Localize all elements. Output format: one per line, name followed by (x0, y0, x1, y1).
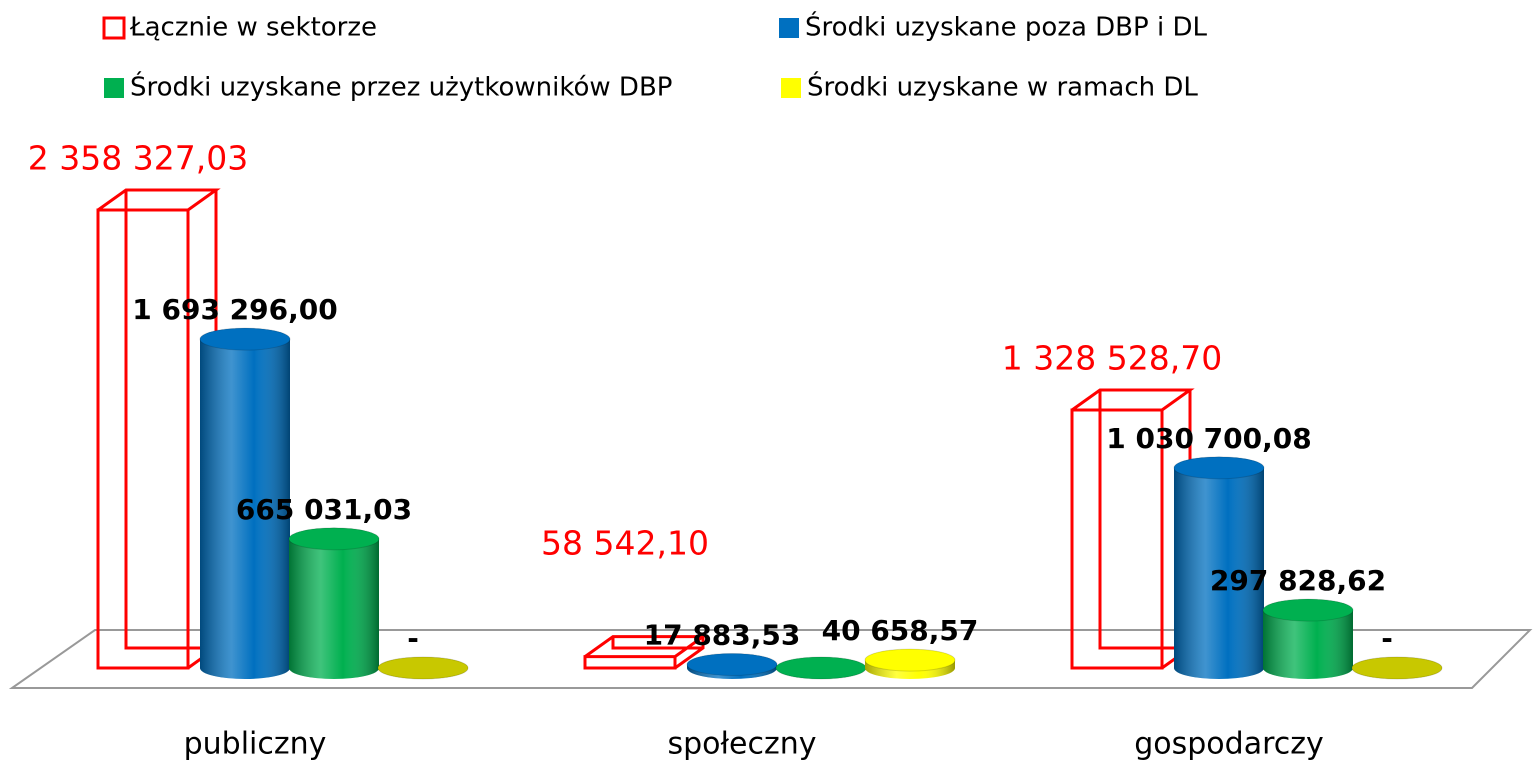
value-label: 1 030 700,08 (1106, 422, 1311, 455)
value-label: 58 542,10 (541, 524, 709, 563)
legend-swatch (104, 78, 124, 98)
bar-shade (200, 339, 290, 679)
legend-label: Środki uzyskane poza DBP i DL (805, 11, 1207, 43)
value-label: - (1381, 622, 1393, 655)
legend-swatch (779, 18, 799, 38)
value-label: 665 031,03 (236, 493, 412, 526)
category-label: publiczny (184, 727, 327, 762)
category-label: gospodarczy (1134, 727, 1324, 762)
value-label: 297 828,62 (1210, 564, 1386, 597)
bar-top (686, 653, 778, 677)
category-label: społeczny (667, 727, 816, 762)
bar-top (1173, 456, 1265, 480)
legend-swatch (102, 16, 126, 40)
legend-label: Środki uzyskane w ramach DL (807, 71, 1198, 103)
legend-label: Łącznie w sektorze (129, 13, 377, 43)
bar-top (1262, 598, 1354, 622)
floor (8, 629, 1533, 689)
value-label: 17 883,53 (644, 619, 801, 652)
legend-label: Środki uzyskane przez użytkowników DBP (130, 71, 672, 103)
bar-box (1070, 388, 1195, 670)
bar-top (288, 527, 380, 551)
bar-shade (1174, 467, 1264, 679)
value-label: 2 358 327,03 (28, 139, 248, 178)
legend-swatch (781, 78, 801, 98)
value-label: 1 328 528,70 (1002, 338, 1222, 377)
bar-top (1351, 656, 1443, 680)
bar-top (864, 648, 956, 672)
value-label: 1 693 296,00 (132, 293, 337, 326)
bar-box (583, 635, 708, 670)
bar-shade (1263, 610, 1353, 679)
bar-top (775, 656, 867, 680)
value-label: - (407, 622, 419, 655)
bar-top (377, 656, 469, 680)
bar-shade (289, 538, 379, 679)
value-label: 40 658,57 (822, 614, 979, 647)
bar-top (199, 327, 291, 351)
bar-box (96, 188, 221, 670)
